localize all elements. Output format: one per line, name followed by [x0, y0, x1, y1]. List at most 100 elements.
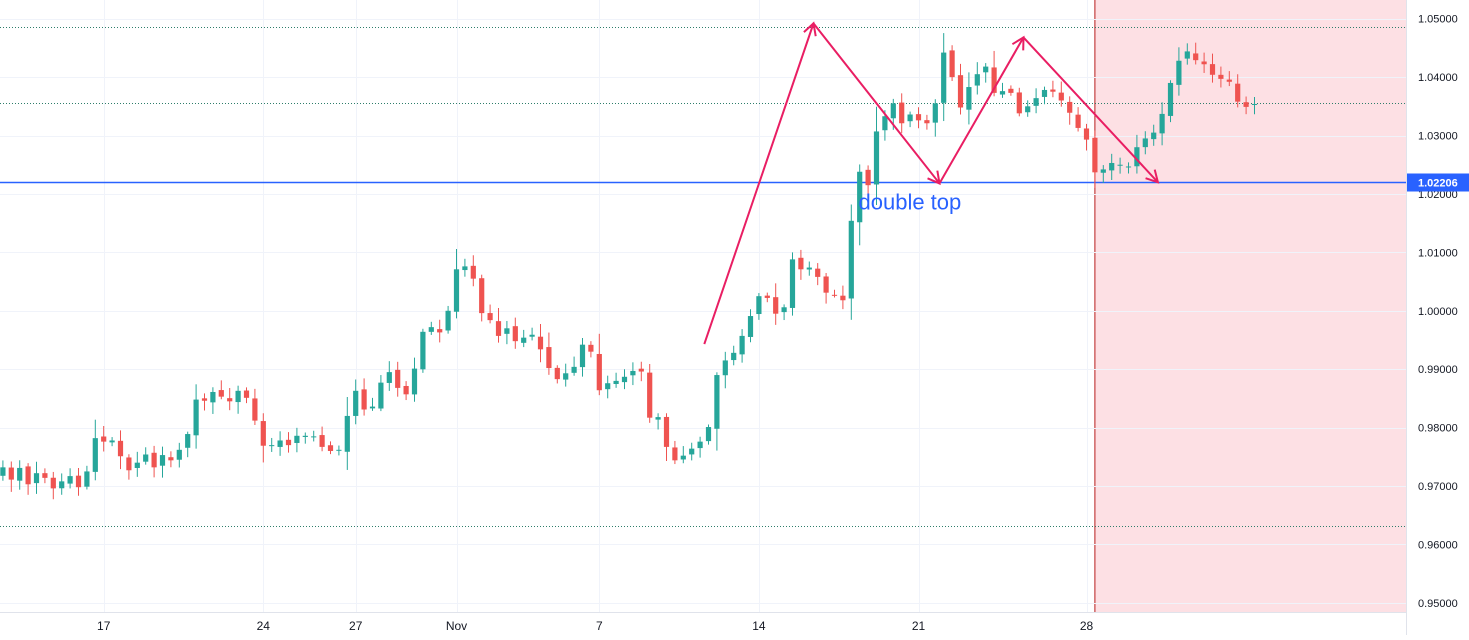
candle-body: [59, 481, 65, 489]
candle-body: [815, 268, 821, 277]
candle: [1041, 86, 1048, 105]
candle: [537, 323, 544, 363]
candle-body: [840, 295, 846, 301]
candle-body: [33, 473, 40, 484]
candle-body: [336, 449, 342, 451]
candle-body: [680, 455, 686, 460]
candle: [731, 345, 737, 366]
candle-body: [999, 91, 1006, 95]
candle-body: [865, 169, 871, 186]
candle: [386, 361, 392, 391]
candle-body: [201, 398, 208, 401]
candle: [302, 432, 308, 444]
candle-body: [269, 445, 275, 447]
candle-body: [1025, 106, 1031, 113]
candle: [596, 333, 602, 396]
candle-body: [596, 353, 602, 391]
candle-body: [386, 372, 392, 383]
candle-body: [311, 436, 317, 438]
candle-body: [974, 74, 980, 86]
candle: [697, 436, 703, 458]
candle-body: [907, 114, 913, 122]
candle: [554, 365, 560, 384]
candle: [50, 471, 56, 500]
peak-arrowhead: [1011, 35, 1025, 51]
candle: [1167, 80, 1174, 123]
candle-body: [521, 337, 527, 343]
candle: [1025, 100, 1031, 117]
candle: [1184, 43, 1190, 65]
candle: [395, 361, 401, 397]
candle-body: [823, 276, 829, 293]
candle-body: [344, 415, 350, 452]
candle: [504, 320, 510, 345]
candle-body: [932, 103, 938, 123]
candle: [823, 273, 829, 304]
candle: [630, 362, 636, 386]
candle-body: [655, 417, 661, 420]
candle-body: [705, 427, 712, 442]
candle: [798, 249, 804, 280]
candle-body: [479, 278, 485, 314]
candle-body: [487, 313, 493, 321]
candle: [453, 249, 460, 319]
candle-body: [1092, 137, 1098, 173]
candle: [92, 419, 98, 481]
y-tick-label: 1.05000: [1418, 14, 1458, 26]
price-badge-label: 1.02206: [1418, 178, 1458, 190]
candle: [67, 468, 73, 489]
candle: [1243, 96, 1249, 115]
candle-body: [714, 375, 720, 429]
candle-body: [957, 75, 964, 108]
candle-body: [647, 372, 653, 418]
candle: [915, 107, 922, 129]
candle: [747, 309, 754, 343]
candle: [101, 425, 107, 452]
candle-body: [1142, 138, 1148, 148]
candle: [42, 468, 48, 484]
candle-body: [260, 421, 266, 446]
candle: [1125, 162, 1132, 174]
candle-body: [243, 390, 250, 398]
candle-body: [470, 265, 476, 279]
candle-body: [529, 334, 535, 337]
candle-body: [42, 473, 48, 478]
candle: [143, 447, 149, 465]
candle-body: [126, 457, 132, 471]
candle-body: [1075, 114, 1081, 128]
candle: [689, 442, 695, 461]
x-tick-label: 14: [752, 619, 766, 633]
candle: [588, 341, 594, 358]
candle: [109, 437, 115, 447]
candle: [470, 255, 476, 287]
candle: [999, 82, 1006, 98]
double-top-annotation: double top: [859, 190, 962, 215]
candle-body: [109, 440, 115, 443]
candle-body: [613, 380, 619, 384]
candle-body: [1151, 132, 1157, 140]
x-tick-label: 24: [257, 619, 271, 633]
candle-body: [495, 321, 502, 336]
candle-body: [1159, 113, 1165, 134]
candle: [1033, 88, 1039, 114]
candle: [277, 431, 283, 456]
candle-body: [873, 131, 880, 185]
candle-body: [739, 335, 745, 355]
candle: [1151, 124, 1157, 146]
candle-body: [1016, 92, 1022, 114]
candle-body: [941, 52, 947, 103]
price-badge-background: [1407, 173, 1469, 192]
projection-arrowhead: [1145, 169, 1160, 184]
y-tick-label: 1.00000: [1418, 306, 1458, 318]
candle: [185, 431, 191, 458]
candle-body: [663, 416, 670, 447]
candle: [521, 329, 527, 348]
candle-body: [84, 471, 90, 487]
candle: [378, 375, 384, 412]
candle-body: [395, 369, 401, 388]
candle-body: [630, 370, 636, 376]
candle: [361, 378, 367, 416]
candle-body: [143, 454, 149, 462]
